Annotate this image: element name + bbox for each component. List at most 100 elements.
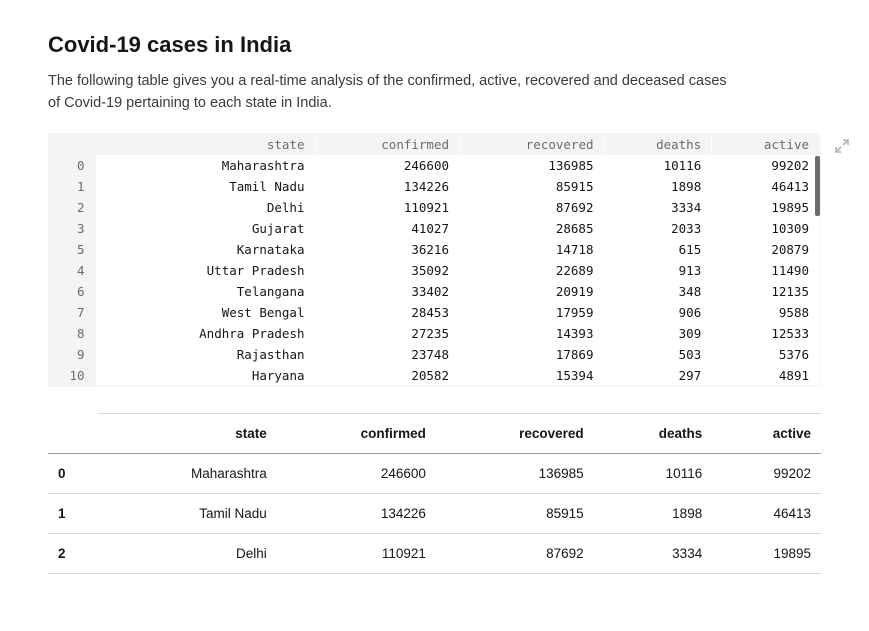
cell-state: Tamil Nadu: [98, 493, 277, 533]
header-index: [49, 134, 95, 155]
table-header-row: state confirmed recovered deaths active: [48, 413, 821, 453]
cell-deaths: 3334: [604, 197, 712, 218]
cell-state: Uttar Pradesh: [95, 260, 315, 281]
cell-recovered: 85915: [436, 493, 594, 533]
cell-deaths: 503: [604, 344, 712, 365]
cell-deaths: 309: [604, 323, 712, 344]
styled-dataframe: state confirmed recovered deaths active …: [48, 133, 821, 387]
header-recovered: recovered: [460, 134, 605, 155]
cell-state: Maharashtra: [95, 155, 315, 176]
header-state: state: [98, 413, 277, 453]
cell-confirmed: 246600: [277, 453, 436, 493]
cell-state: Maharashtra: [98, 453, 277, 493]
cell-deaths: 1898: [594, 493, 713, 533]
cell-confirmed: 36216: [315, 239, 460, 260]
cell-recovered: 136985: [436, 453, 594, 493]
cell-recovered: 15394: [460, 365, 605, 386]
cell-index: 8: [49, 323, 95, 344]
table-row: 1 Tamil Nadu 134226 85915 1898 46413: [48, 493, 821, 533]
cell-active: 19895: [712, 197, 820, 218]
cell-state: Delhi: [95, 197, 315, 218]
page-subtitle: The following table gives you a real-tim…: [48, 70, 728, 115]
cell-recovered: 17959: [460, 302, 605, 323]
cell-deaths: 615: [604, 239, 712, 260]
cell-active: 9588: [712, 302, 820, 323]
cell-confirmed: 33402: [315, 281, 460, 302]
table-row: 7 West Bengal 28453 17959 906 9588: [49, 302, 820, 323]
cell-deaths: 10116: [604, 155, 712, 176]
scrollbar[interactable]: [815, 156, 820, 386]
cell-index: 6: [49, 281, 95, 302]
cell-index: 0: [48, 453, 98, 493]
cell-confirmed: 134226: [315, 176, 460, 197]
expand-icon[interactable]: [834, 138, 850, 154]
cell-state: Karnataka: [95, 239, 315, 260]
cell-confirmed: 27235: [315, 323, 460, 344]
table-row: 6 Telangana 33402 20919 348 12135: [49, 281, 820, 302]
table-row: 5 Karnataka 36216 14718 615 20879: [49, 239, 820, 260]
header-index: [48, 413, 98, 453]
cell-deaths: 348: [604, 281, 712, 302]
page-title: Covid-19 cases in India: [48, 32, 821, 58]
cell-index: 9: [49, 344, 95, 365]
cell-index: 1: [48, 493, 98, 533]
cell-state: Tamil Nadu: [95, 176, 315, 197]
cell-state: Andhra Pradesh: [95, 323, 315, 344]
cell-index: 2: [48, 533, 98, 573]
cell-recovered: 87692: [436, 533, 594, 573]
header-confirmed: confirmed: [315, 134, 460, 155]
cell-index: 2: [49, 197, 95, 218]
cell-index: 1: [49, 176, 95, 197]
scrollbar-thumb[interactable]: [815, 156, 820, 216]
header-recovered: recovered: [436, 413, 594, 453]
cell-active: 5376: [712, 344, 820, 365]
cell-confirmed: 110921: [277, 533, 436, 573]
cell-index: 0: [49, 155, 95, 176]
cell-confirmed: 28453: [315, 302, 460, 323]
cell-index: 7: [49, 302, 95, 323]
table-row: 3 Gujarat 41027 28685 2033 10309: [49, 218, 820, 239]
cell-index: 10: [49, 365, 95, 386]
cell-recovered: 17869: [460, 344, 605, 365]
cell-index: 3: [49, 218, 95, 239]
header-deaths: deaths: [594, 413, 713, 453]
table-row: 8 Andhra Pradesh 27235 14393 309 12533: [49, 323, 820, 344]
cell-index: 5: [49, 239, 95, 260]
cell-state: Gujarat: [95, 218, 315, 239]
table-header-row: state confirmed recovered deaths active: [49, 134, 820, 155]
cell-confirmed: 20582: [315, 365, 460, 386]
cell-active: 11490: [712, 260, 820, 281]
cell-active: 99202: [712, 453, 821, 493]
cell-confirmed: 35092: [315, 260, 460, 281]
table-row: 1 Tamil Nadu 134226 85915 1898 46413: [49, 176, 820, 197]
cell-active: 20879: [712, 239, 820, 260]
cell-recovered: 14718: [460, 239, 605, 260]
cell-recovered: 28685: [460, 218, 605, 239]
plain-table: state confirmed recovered deaths active …: [48, 413, 821, 574]
cell-state: Telangana: [95, 281, 315, 302]
cell-state: West Bengal: [95, 302, 315, 323]
header-confirmed: confirmed: [277, 413, 436, 453]
cell-deaths: 913: [604, 260, 712, 281]
header-active: active: [712, 134, 820, 155]
table-row: 0 Maharashtra 246600 136985 10116 99202: [48, 453, 821, 493]
header-deaths: deaths: [604, 134, 712, 155]
cell-deaths: 297: [604, 365, 712, 386]
cell-recovered: 20919: [460, 281, 605, 302]
cell-active: 19895: [712, 533, 821, 573]
cell-confirmed: 41027: [315, 218, 460, 239]
cell-state: Rajasthan: [95, 344, 315, 365]
cell-deaths: 906: [604, 302, 712, 323]
table-row: 2 Delhi 110921 87692 3334 19895: [49, 197, 820, 218]
cell-deaths: 2033: [604, 218, 712, 239]
cell-active: 46413: [712, 493, 821, 533]
cell-recovered: 87692: [460, 197, 605, 218]
cell-confirmed: 23748: [315, 344, 460, 365]
cell-active: 10309: [712, 218, 820, 239]
table-row: 10 Haryana 20582 15394 297 4891: [49, 365, 820, 386]
styled-table: state confirmed recovered deaths active …: [49, 134, 820, 386]
table-row: 0 Maharashtra 246600 136985 10116 99202: [49, 155, 820, 176]
cell-state: Delhi: [98, 533, 277, 573]
table-row: 2 Delhi 110921 87692 3334 19895: [48, 533, 821, 573]
cell-active: 46413: [712, 176, 820, 197]
